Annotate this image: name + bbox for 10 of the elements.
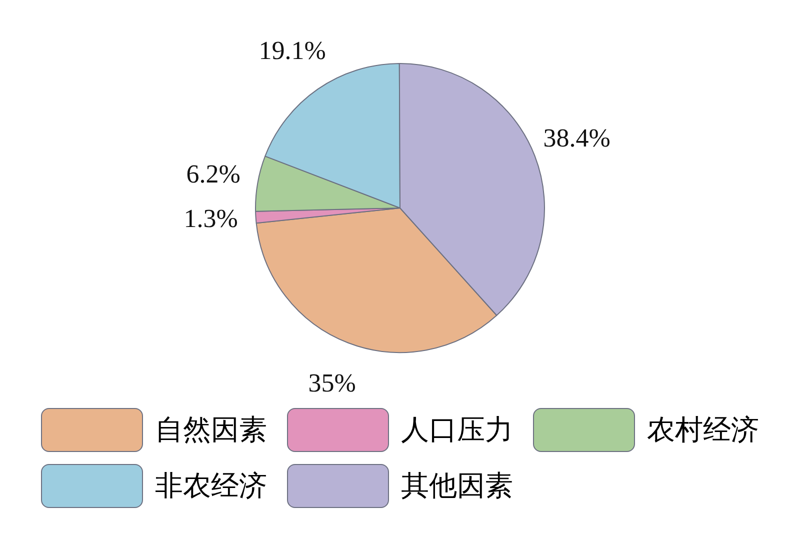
- legend-label: 非农经济: [155, 468, 267, 504]
- legend-label: 农村经济: [647, 412, 759, 448]
- data-label: 35%: [308, 368, 356, 398]
- data-label: 1.3%: [184, 204, 238, 233]
- data-label: 19.1%: [258, 36, 326, 65]
- legend-label: 自然因素: [155, 412, 267, 448]
- data-label: 38.4%: [543, 124, 610, 153]
- legend-label: 其他因素: [401, 468, 513, 504]
- data-label: 6.2%: [186, 159, 240, 188]
- legend-label: 人口压力: [401, 412, 513, 448]
